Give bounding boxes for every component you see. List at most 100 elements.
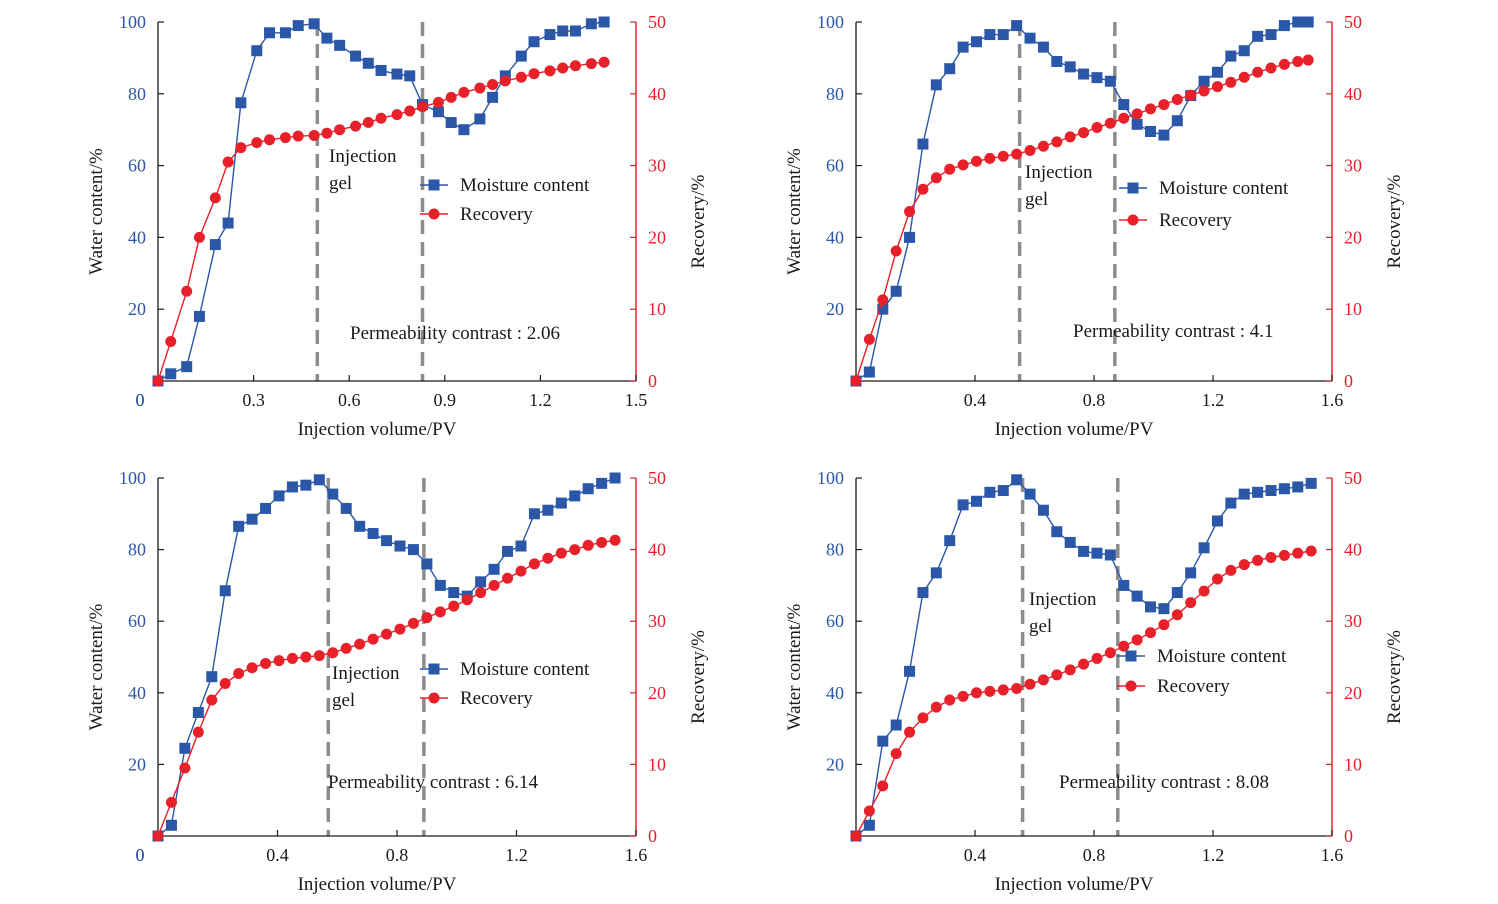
x-tick-label: 0.6 [338,390,361,410]
recovery-data-point [1051,136,1063,148]
moisture-data-point [1158,603,1170,615]
x-tick-label: 0.4 [266,845,289,865]
moisture-data-point [308,18,320,30]
x-tick-label: 0.8 [1083,390,1106,410]
moisture-data-point [350,50,362,62]
moisture-data-point [391,68,403,80]
moisture-data-point [528,508,540,520]
moisture-data-point [890,285,902,297]
recovery-data-point [1252,554,1264,566]
recovery-data-point [350,120,362,132]
moisture-data-point [434,579,446,591]
recovery-data-point [1211,81,1223,93]
recovery-data-point [997,684,1009,696]
legend-moisture-label: Moisture content [1159,178,1289,199]
moisture-data-point [394,540,406,552]
moisture-data-point [445,117,457,129]
recovery-data-point [528,558,540,570]
moisture-data-point [1118,579,1130,591]
left-y-tick-label: 20 [128,299,146,319]
moisture-data-point [448,587,460,599]
recovery-data-point [264,134,276,146]
gel-annotation: gel [1025,189,1048,210]
right-y-axis-label: Recovery/% [1384,630,1405,724]
gel-annotation: gel [329,173,352,194]
moisture-data-point [474,113,486,125]
x-axis-label: Injection volume/PV [298,419,457,440]
right-y-tick-label: 50 [1344,468,1362,488]
moisture-data-point [1252,30,1264,42]
recovery-data-point [181,285,193,297]
recovery-data-point [458,86,470,98]
moisture-data-point [246,513,258,525]
moisture-data-point [1198,542,1210,554]
recovery-data-point [292,130,304,142]
recovery-data-point [179,762,191,774]
recovery-data-point [235,142,247,154]
moisture-data-point [286,481,298,493]
recovery-data-point [555,547,567,559]
moisture-data-point [404,70,416,82]
moisture-data-point [1302,16,1314,28]
recovery-data-point [416,101,428,113]
right-y-tick-label: 10 [1344,754,1362,774]
left-y-tick-label: 100 [817,468,844,488]
chart-panel-1: 20 40 60 80 100 0 0 10 20 30 40 50 0.3 0.6 0.9 1.2 1.5 In… [86,12,709,440]
moisture-data-point [165,368,177,380]
legend-recovery-marker [1125,680,1137,692]
recovery-data-point [367,633,379,645]
moisture-data-point [582,483,594,495]
origin-label: 0 [136,845,145,865]
recovery-data-point [407,617,419,629]
x-tick-label: 0.8 [386,845,409,865]
moisture-data-point [1238,488,1250,500]
recovery-data-point [890,748,902,760]
moisture-data-point [970,36,982,48]
recovery-data-point [984,152,996,164]
recovery-data-point [1292,55,1304,67]
recovery-data-point [970,687,982,699]
legend-recovery-marker [428,208,440,220]
right-y-tick-label: 50 [1344,12,1362,32]
recovery-data-point [1225,76,1237,88]
left-y-tick-label: 20 [128,754,146,774]
moisture-data-point [340,502,352,514]
moisture-data-point [165,819,177,831]
recovery-data-point [381,628,393,640]
recovery-data-point [917,183,929,195]
moisture-data-point [596,477,608,489]
recovery-data-point [375,112,387,124]
x-tick-label: 1.2 [505,845,528,865]
left-y-axis-label: Water content/% [784,603,805,730]
moisture-data-point [487,91,499,103]
recovery-data-point [1185,89,1197,101]
recovery-data-point [1011,683,1023,695]
recovery-data-point [904,206,916,218]
recovery-data-point [569,544,581,556]
recovery-data-point [515,71,527,83]
moisture-data-point [904,231,916,243]
left-y-tick-label: 60 [128,156,146,176]
recovery-data-point [1252,66,1264,78]
permeability-contrast-label: Permeability contrast : 6.14 [328,772,539,793]
recovery-data-point [1024,678,1036,690]
recovery-data-point [957,690,969,702]
x-tick-label: 1.6 [1321,390,1344,410]
left-y-tick-label: 60 [128,611,146,631]
moisture-data-point [569,25,581,37]
recovery-data-point [877,294,889,306]
legend: Moisture content Recovery [1119,178,1289,231]
right-y-tick-label: 10 [648,754,666,774]
recovery-data-point [1078,127,1090,139]
right-y-tick-label: 30 [1344,156,1362,176]
recovery-data-point [1078,658,1090,670]
legend-moisture-label: Moisture content [460,175,590,196]
moisture-data-point [1158,129,1170,141]
moisture-data-point [944,63,956,75]
origin-label: 0 [136,845,145,865]
recovery-data-point [863,805,875,817]
legend-recovery-label: Recovery [1157,676,1230,697]
recovery-data-point [445,91,457,103]
left-y-tick-label: 80 [826,84,844,104]
